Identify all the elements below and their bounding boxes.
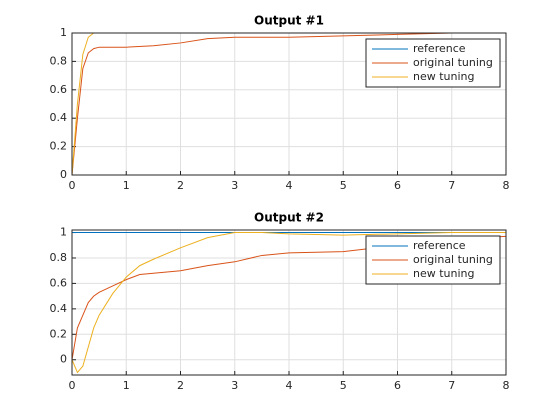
y-tick-label: 1 [60,26,67,39]
x-tick-label: 3 [231,379,238,392]
chart-title: Output #2 [254,211,324,225]
x-tick-label: 7 [448,379,455,392]
legend-label: original tuning [413,253,493,266]
x-tick-label: 3 [231,179,238,192]
y-tick-label: 0.6 [50,276,68,289]
axes-box [71,32,507,176]
line-series [72,33,506,175]
legend-label: new tuning [413,267,475,280]
y-tick-label: 0.2 [50,327,68,340]
axes-box [71,229,507,376]
y-tick-label: 0 [60,353,67,366]
y-tick-label: 0.8 [50,251,68,264]
x-tick-label: 2 [177,179,184,192]
x-tick-label: 4 [286,179,293,192]
subplot: 0 1 2 3 4 5 6 7 8 0 0.2 0.4 0.6 0.8 1 Output #1 referenc… [50,14,510,193]
x-tick-label: 4 [286,379,293,392]
x-tick-label: 0 [69,379,76,392]
x-tick-label: 5 [340,379,347,392]
y-tick-label: 0.8 [50,54,68,67]
y-tick-label: 1 [60,226,67,239]
x-tick-label: 2 [177,379,184,392]
legend-label: reference [413,239,466,252]
x-tick-label: 5 [340,179,347,192]
line-series [72,235,506,360]
line-series [72,232,506,374]
legend-label: reference [413,42,466,55]
y-tick-label: 0.4 [50,302,68,315]
x-tick-label: 0 [69,179,76,192]
x-tick-label: 8 [503,379,510,392]
legend-label: original tuning [413,56,493,69]
x-tick-label: 1 [123,179,130,192]
line-series [72,33,506,175]
chart-title: Output #1 [254,14,324,28]
subplot: 0 1 2 3 4 5 6 7 8 0 0.2 0.4 0.6 0.8 1 Output #2 referenc… [50,211,510,393]
x-tick-label: 7 [448,179,455,192]
y-tick-label: 0.4 [50,111,68,124]
x-tick-label: 1 [123,379,130,392]
y-tick-label: 0.6 [50,83,68,96]
x-tick-label: 6 [394,179,401,192]
x-tick-label: 8 [503,179,510,192]
y-tick-label: 0 [60,168,67,181]
legend-label: new tuning [413,70,475,83]
x-tick-label: 6 [394,379,401,392]
y-tick-label: 0.2 [50,140,68,153]
